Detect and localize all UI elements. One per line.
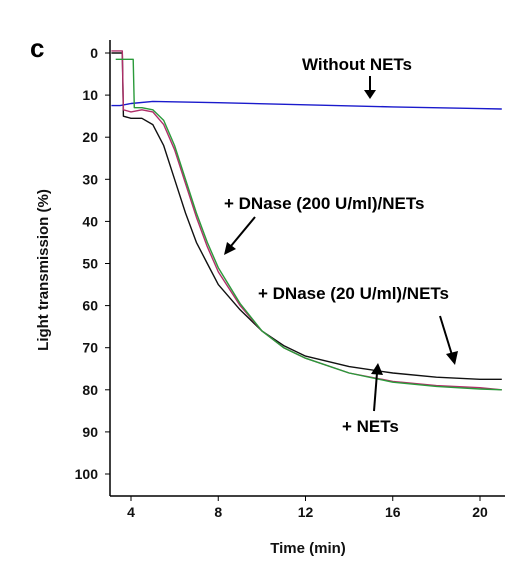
annotation-arrow [373, 372, 378, 412]
annotation-label: + DNase (200 U/ml)/NETs [224, 194, 424, 213]
annotation-dnase-200: + DNase (200 U/ml)/NETs [224, 194, 424, 255]
x-tick-label: 4 [127, 504, 135, 520]
y-tick-label: 50 [82, 256, 98, 272]
data-series [111, 50, 502, 391]
y-tick-label: 0 [90, 45, 98, 61]
y-tick-label: 100 [75, 466, 99, 482]
arrowhead-icon [371, 363, 383, 375]
x-tick-label: 16 [385, 504, 401, 520]
plot-area: 0 10 20 30 40 50 60 70 80 90 100 4 8 12 16 20 [75, 40, 505, 520]
arrowhead-icon [224, 242, 236, 255]
annotation-label: + DNase (20 U/ml)/NETs [258, 284, 449, 303]
annotation-label: + NETs [342, 417, 399, 436]
annotation-label: Without NETs [302, 55, 412, 74]
annotation-arrow [439, 315, 453, 356]
annotation-arrow [230, 216, 256, 247]
y-tick-label: 20 [82, 129, 98, 145]
annotation-nets: + NETs [342, 363, 399, 436]
y-tick-label: 40 [82, 213, 98, 229]
x-ticks: 4 8 12 16 20 [127, 496, 488, 520]
x-tick-label: 20 [472, 504, 488, 520]
arrowhead-icon [364, 90, 376, 99]
annotation-without-nets: Without NETs [302, 55, 412, 99]
y-tick-label: 90 [82, 424, 98, 440]
y-tick-label: 10 [82, 87, 98, 103]
y-tick-label: 70 [82, 340, 98, 356]
x-axis-title: Time (min) [270, 540, 346, 557]
panel-label: c [30, 33, 44, 63]
y-tick-label: 80 [82, 382, 98, 398]
series-line-4 [115, 58, 502, 391]
annotation-dnase-20: + DNase (20 U/ml)/NETs [258, 284, 458, 365]
series-line-1 [111, 100, 502, 110]
x-tick-label: 12 [298, 504, 314, 520]
arrowhead-icon [446, 351, 458, 365]
y-ticks: 0 10 20 30 40 50 60 70 80 90 100 [75, 45, 110, 482]
y-tick-label: 30 [82, 171, 98, 187]
y-tick-label: 60 [82, 298, 98, 314]
y-axis-title: Light transmission (%) [35, 189, 52, 351]
x-tick-label: 8 [214, 504, 222, 520]
